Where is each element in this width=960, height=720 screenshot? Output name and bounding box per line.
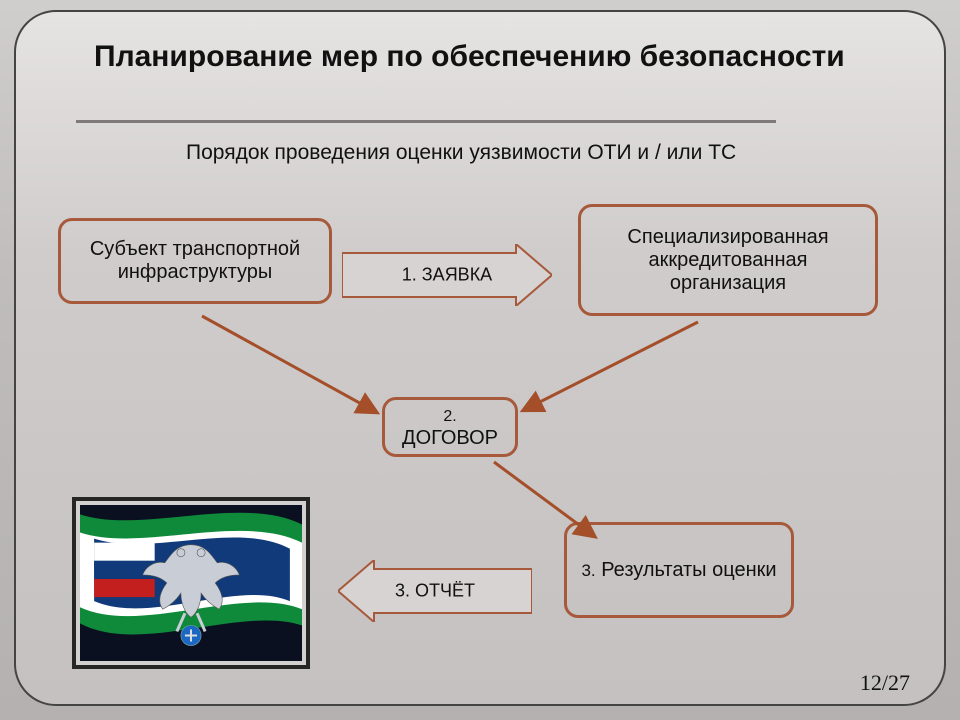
node-contract: 2. ДОГОВОР: [382, 397, 518, 457]
slide-card: Планирование мер по обеспечению безопасн…: [14, 10, 946, 706]
arrow-application-label: 1. ЗАЯВКА: [342, 265, 552, 286]
node-org: Специализированная аккредитованная орган…: [578, 204, 878, 316]
title-underline: [76, 120, 776, 123]
arrow-report: 3. ОТЧЁТ: [338, 560, 532, 622]
slide: Планирование мер по обеспечению безопасн…: [0, 0, 960, 720]
slide-title: Планирование мер по обеспечению безопасн…: [94, 38, 864, 76]
node-subject-label: Субъект транспортной инфраструктуры: [71, 238, 319, 284]
slide-subtitle: Порядок проведения оценки уязвимости ОТИ…: [186, 140, 806, 167]
emblem-image: [72, 497, 310, 669]
node-subject: Субъект транспортной инфраструктуры: [58, 218, 332, 304]
page-number: 12/27: [860, 670, 910, 696]
arrow-application: 1. ЗАЯВКА: [342, 244, 552, 306]
node-results: 3. Результаты оценки: [564, 522, 794, 618]
arrow-report-label: 3. ОТЧЁТ: [338, 581, 532, 602]
node-contract-label: 2. ДОГОВОР: [402, 404, 498, 450]
node-org-label: Специализированная аккредитованная орган…: [591, 226, 865, 295]
node-results-label: 3. Результаты оценки: [581, 559, 776, 582]
